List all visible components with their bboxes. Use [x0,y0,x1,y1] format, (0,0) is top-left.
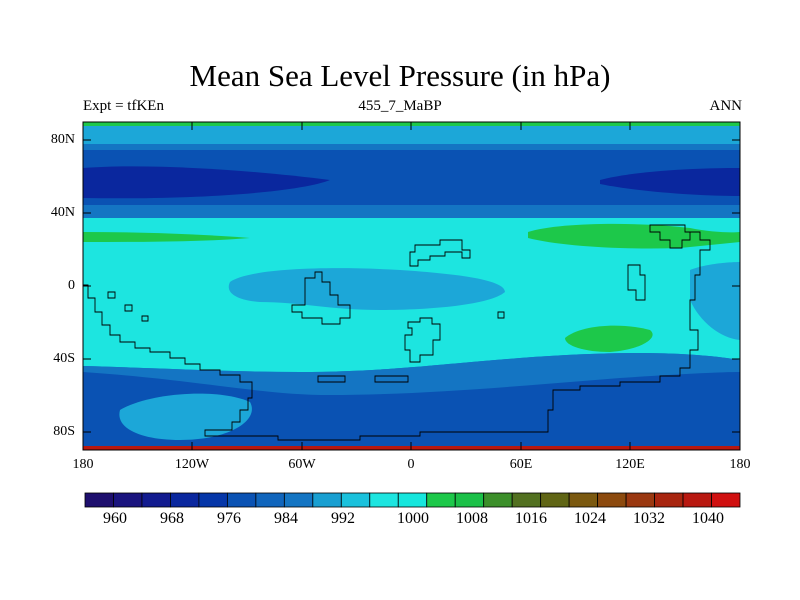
colorbar-box [84,492,114,508]
colorbar-label: 968 [160,510,184,527]
experiment-label: Expt = tfKEn [83,98,164,114]
coastline-central-island [291,271,351,325]
colorbar-box [654,492,684,508]
lat-label-80s: 80S [53,424,75,439]
colorbar-box [397,492,428,508]
season-label: ANN [709,98,743,114]
lon-label-0: 0 [407,457,415,472]
ticks [83,122,740,450]
field-high-west [83,232,250,242]
colorbar-box [312,492,342,508]
figure-title: Mean Sea Level Pressure (in hPa) [189,58,611,93]
field-north-deep-low-east [600,168,740,196]
colorbar-label: 1024 [574,510,606,527]
lon-label-60e: 60E [509,457,533,472]
coastlines [83,224,711,441]
coastline-east-island [627,264,646,301]
colorbar-box [483,492,513,508]
colorbar-box [540,492,570,508]
lon-label-120w: 120W [174,457,210,472]
pressure-field [83,122,740,450]
lat-label-80n: 80N [50,132,75,147]
colorbar-label: 960 [103,510,127,527]
colorbar-box [454,492,485,508]
coastline-north-island [409,239,471,267]
lon-label-180e: 180 [729,457,751,472]
field-subtrop-north [83,205,740,220]
field-arctic [83,126,740,144]
lat-label-0: 0 [68,278,75,293]
colorbar-box [426,492,456,508]
colorbar-box [113,492,143,508]
colorbar-label: 984 [274,510,298,527]
colorbar-box [682,492,712,508]
colorbar-box [568,492,599,508]
colorbar-label: 992 [331,510,355,527]
colorbar-label: 1040 [692,510,724,527]
coastline-south-island [404,317,441,363]
coastline-main [83,224,711,441]
lat-label-40s: 40S [53,351,75,366]
experiment-id: 455_7_MaBP [358,98,442,114]
colorbar-label: 1008 [456,510,488,527]
colorbar-label: 1000 [397,510,429,527]
colorbar-box [511,492,542,508]
colorbar-box [283,492,314,508]
colorbar-box [198,492,228,508]
field-southern-low [83,372,740,450]
colorbar-label: 976 [217,510,241,527]
colorbar-box [340,492,371,508]
lat-label-40n: 40N [50,205,75,220]
colorbar-box [369,492,399,508]
colorbar-box [170,492,200,508]
colorbar-box [141,492,171,508]
lon-label-180w: 180 [72,457,94,472]
colorbar-label: 1016 [515,510,547,527]
field-south-lobe [119,393,252,440]
field-east-lobe [690,262,740,340]
colorbar-box [226,492,257,508]
colorbar-box [625,492,655,508]
colorbar [84,492,741,508]
coastline-south-fragments [317,375,409,383]
field-high-south [565,325,653,352]
field-eq-lobe [228,268,505,310]
field-north-deep-low-west [83,166,330,199]
colorbar-label: 1032 [633,510,665,527]
colorbar-box [597,492,627,508]
lon-label-120e: 120E [615,457,645,472]
lon-label-60w: 60W [288,457,316,472]
colorbar-box [255,492,285,508]
field-high-east [528,223,740,249]
colorbar-box [711,492,741,508]
coastline-islets [107,291,505,322]
